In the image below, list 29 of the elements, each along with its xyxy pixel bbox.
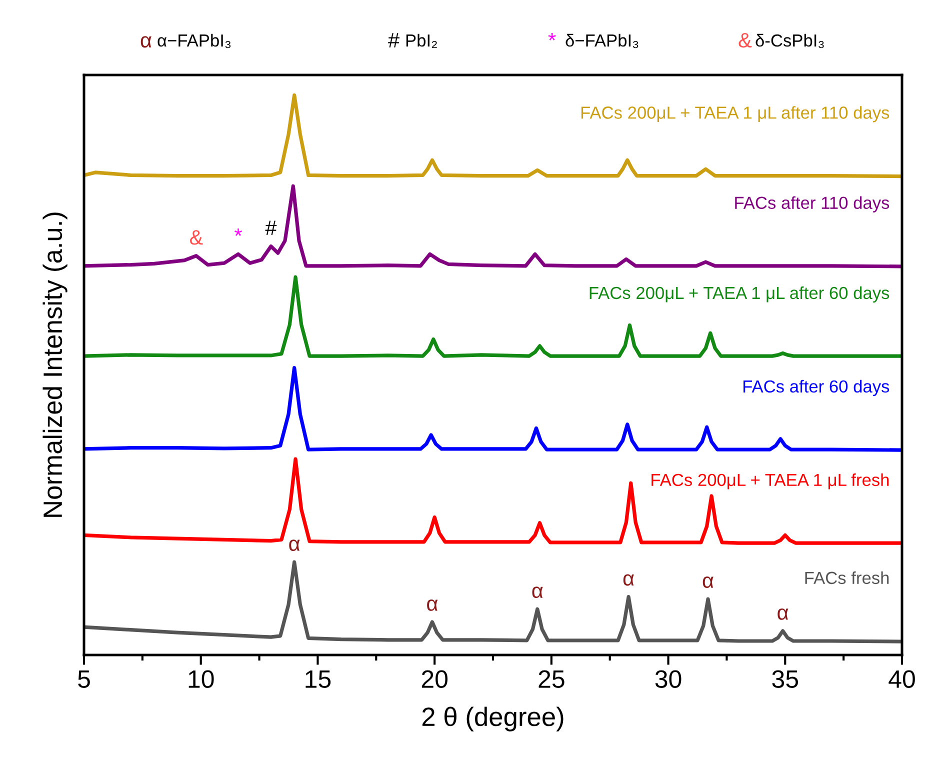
x-tick-label: 20 <box>422 670 448 688</box>
annotation: α <box>778 608 788 620</box>
x-tick-label: 15 <box>306 670 331 688</box>
y-axis-title: Normalized Intensity (a.u.) <box>42 212 68 517</box>
text: α α−FAPbI₃ <box>140 34 231 48</box>
series-label: FACs 200μL + TAEA 1 μL fresh <box>652 473 889 490</box>
text: FACs after 110 days <box>735 196 890 212</box>
annotation: α <box>702 576 714 588</box>
text: FACs fresh <box>805 571 889 584</box>
x-tick-label: 10 <box>188 670 214 688</box>
annotation: # <box>265 220 277 236</box>
text: & δ-CsPbI₃ <box>738 32 824 48</box>
annotation: α <box>289 540 300 552</box>
x-tick-label: 30 <box>655 670 682 688</box>
x-tick-label: 40 <box>888 670 915 688</box>
text: # PbI₂ <box>388 33 437 48</box>
x-tick-label: 25 <box>538 670 564 688</box>
annotation: α <box>623 574 634 586</box>
x-tick-label: 5 <box>78 670 90 688</box>
text: * δ−FAPbI₃ <box>548 33 638 48</box>
annotation: & <box>190 230 203 245</box>
x-axis-title: 2 θ (degree) <box>422 706 564 732</box>
text: FACs after 60 days <box>744 380 890 396</box>
text: FACs 200μL + TAEA 1 μL after 110 days <box>581 106 890 122</box>
x-tick-label: 35 <box>772 670 798 688</box>
text: FACs 200μL + TAEA 1 μL after 60 days <box>590 286 890 303</box>
annotation: α <box>427 599 438 611</box>
annotation: * <box>234 228 242 236</box>
annotation: α <box>532 586 543 598</box>
